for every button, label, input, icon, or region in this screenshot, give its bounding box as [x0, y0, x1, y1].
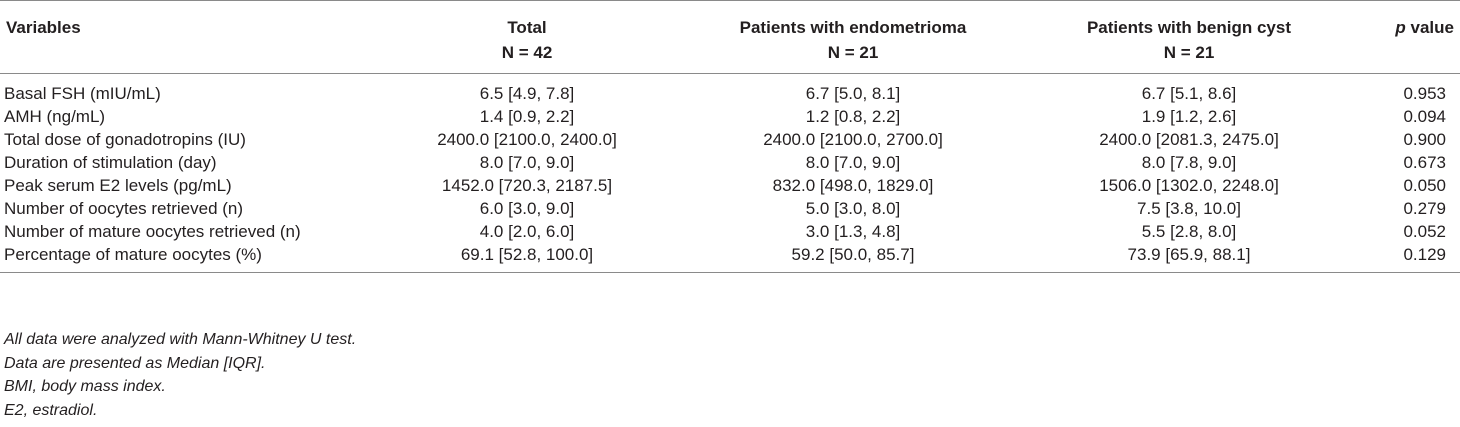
row-variable: Duration of stimulation (day) [4, 153, 217, 172]
row-variable: Percentage of mature oocytes (%) [0, 243, 376, 273]
cell-benign-cyst: 2400.0 [2081.3, 2475.0] [1099, 130, 1279, 149]
cell-endometrioma: 832.0 [498.0, 1829.0] [772, 176, 934, 195]
footnote: Data are presented as Median [IQR]. [4, 354, 266, 372]
cell-p-value: 0.953 [1403, 84, 1446, 103]
cell-total: 6.5 [4.9, 7.8] [479, 84, 575, 103]
header-row: Variables Total N = 42 Patients with end… [0, 0, 1460, 74]
cell-benign-cyst: 5.5 [2.8, 8.0] [1141, 222, 1237, 241]
cell-total: 6.0 [3.0, 9.0] [479, 199, 575, 218]
cell-endometrioma: 6.7 [5.0, 8.1] [805, 84, 901, 103]
header-variables: Variables [0, 0, 376, 74]
cell-total: 4.0 [2.0, 6.0] [479, 222, 575, 241]
data-table: Variables Total N = 42 Patients with end… [0, 0, 1460, 273]
footnote: All data were analyzed with Mann-Whitney… [4, 331, 357, 348]
row-variable: Total dose of gonadotropins (IU) [4, 130, 246, 149]
header-benign-n: N = 21 [1163, 43, 1215, 62]
cell-benign-cyst: 1.9 [1.2, 2.6] [1141, 107, 1237, 126]
cell-benign-cyst: 8.0 [7.8, 9.0] [1141, 153, 1237, 172]
table-row: Total dose of gonadotropins (IU) 2400.0 [… [0, 128, 1460, 151]
table-row: Peak serum E2 levels (pg/mL) 1452.0 [720.… [0, 174, 1460, 197]
header-benign-cyst: Patients with benign cyst N = 21 [1028, 0, 1350, 74]
cell-total: 69.1 [52.8, 100.0] [376, 243, 678, 273]
cell-endometrioma: 59.2 [50.0, 85.7] [678, 243, 1028, 273]
cell-total: 2400.0 [2100.0, 2400.0] [437, 130, 617, 149]
cell-total: 1.4 [0.9, 2.2] [479, 107, 575, 126]
cell-benign-cyst: 73.9 [65.9, 88.1] [1028, 243, 1350, 273]
cell-p-value: 0.094 [1403, 107, 1446, 126]
cell-p-value: 0.279 [1403, 199, 1446, 218]
cell-endometrioma: 2400.0 [2100.0, 2700.0] [763, 130, 943, 149]
cell-p-value: 0.052 [1403, 222, 1446, 241]
cell-p-value: 0.900 [1403, 130, 1446, 149]
cell-benign-cyst: 1506.0 [1302.0, 2248.0] [1099, 176, 1279, 195]
cell-p-value: 0.673 [1403, 153, 1446, 172]
cell-p-value: 0.050 [1403, 176, 1446, 195]
table-row: AMH (ng/mL) 1.4 [0.9, 2.2] 1.2 [0.8, 2.2] 1… [0, 105, 1460, 128]
table-body: Basal FSH (mIU/mL) 6.5 [4.9, 7.8] 6.7 [5.0… [0, 74, 1460, 273]
table-row: Basal FSH (mIU/mL) 6.5 [4.9, 7.8] 6.7 [5.0… [0, 74, 1460, 106]
header-endometrioma: Patients with endometrioma N = 21 [678, 0, 1028, 74]
row-variable: Number of oocytes retrieved (n) [4, 199, 244, 218]
table-row: Duration of stimulation (day) 8.0 [7.0, 9… [0, 151, 1460, 174]
header-total-label: Total [507, 18, 547, 37]
row-variable: Peak serum E2 levels (pg/mL) [4, 176, 232, 195]
footnote: E2, estradiol. [4, 401, 98, 419]
table-row: Number of mature oocytes retrieved (n) 4.… [0, 220, 1460, 243]
cell-benign-cyst: 6.7 [5.1, 8.6] [1141, 84, 1237, 103]
row-variable: AMH (ng/mL) [4, 107, 106, 126]
header-endometrioma-n: N = 21 [827, 43, 879, 62]
table-row: Percentage of mature oocytes (%) 69.1 [52… [0, 243, 1460, 273]
footnote: BMI, body mass index. [4, 378, 166, 395]
cell-endometrioma: 5.0 [3.0, 8.0] [805, 199, 901, 218]
table-row: Number of oocytes retrieved (n) 6.0 [3.0,… [0, 197, 1460, 220]
header-total-n: N = 42 [501, 43, 553, 62]
row-variable: Number of mature oocytes retrieved (n) [4, 222, 301, 241]
cell-benign-cyst: 7.5 [3.8, 10.0] [1137, 199, 1241, 218]
header-endometrioma-label: Patients with endometrioma [739, 18, 967, 37]
cell-endometrioma: 8.0 [7.0, 9.0] [805, 153, 901, 172]
header-p-value: p value [1350, 0, 1460, 74]
header-total: Total N = 42 [376, 0, 678, 74]
header-benign-label: Patients with benign cyst [1086, 18, 1292, 37]
row-variable: Basal FSH (mIU/mL) [4, 84, 161, 103]
cell-total: 1452.0 [720.3, 2187.5] [441, 176, 613, 195]
cell-endometrioma: 3.0 [1.3, 4.8] [805, 222, 901, 241]
cell-endometrioma: 1.2 [0.8, 2.2] [805, 107, 901, 126]
table-footnotes: All data were analyzed with Mann-Whitney… [4, 328, 356, 422]
cell-p-value: 0.129 [1350, 243, 1460, 273]
cell-total: 8.0 [7.0, 9.0] [479, 153, 575, 172]
